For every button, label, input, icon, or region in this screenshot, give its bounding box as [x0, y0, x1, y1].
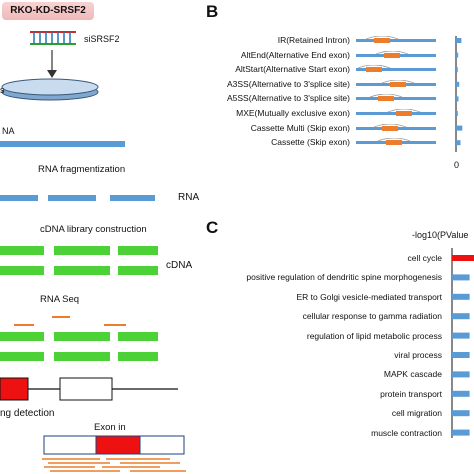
- as-event-bar: [456, 96, 459, 102]
- cdna-fragment: [0, 352, 44, 361]
- go-term-label: cell cycle: [407, 253, 442, 263]
- rna-fragment: [110, 195, 155, 201]
- go-term-label: positive regulation of dendritic spine m…: [246, 272, 442, 283]
- step-rnaseq: RNA Seq: [40, 294, 80, 305]
- arrow-down-icon: [47, 50, 57, 78]
- cdna-fragment: [54, 332, 110, 341]
- as-event-label: Cassette (Skip exon): [271, 137, 350, 148]
- go-term-label: muscle contraction: [371, 427, 442, 438]
- as-event-label: IR(Retained Intron): [277, 35, 350, 45]
- read: [52, 316, 70, 318]
- as-event-bar: [456, 81, 460, 87]
- as-event-label: A5SS(Alternative to 3'splice site): [226, 93, 350, 104]
- rna-fragment: [0, 195, 38, 201]
- go-term-bar: [452, 371, 470, 378]
- cdna-fragment: [118, 246, 158, 255]
- go-axis-title: -log10(PValue: [412, 230, 469, 240]
- as-event-schematic: [356, 50, 436, 58]
- cdna-fragment: [54, 266, 110, 275]
- as-event-schematic: [356, 36, 436, 43]
- as-event-label: A3SS(Alternative to 3'splice site): [226, 78, 350, 89]
- sirna-label: siSRSF2: [84, 34, 120, 44]
- as-event-schematic: [356, 138, 436, 146]
- cdna-fragment: [54, 246, 110, 255]
- go-term-bar: [452, 390, 470, 397]
- sample-label: RKO-KD-SRSF2: [2, 2, 94, 20]
- as-event-label: Cassette Multi (Skip exon): [250, 122, 350, 133]
- dish-label: s: [0, 85, 5, 95]
- step-cdna: cDNA library construction: [40, 224, 147, 235]
- go-term-label: protein transport: [380, 388, 442, 399]
- go-term-label: viral process: [394, 350, 442, 360]
- go-term-bar: [452, 293, 470, 300]
- go-term-label: regulation of lipid metabolic process: [306, 330, 442, 341]
- rna-fragment: [48, 195, 96, 201]
- cdna-fragment: [54, 352, 110, 361]
- as-event-bar: [456, 52, 459, 58]
- cdna-fragment: [118, 332, 158, 341]
- go-term-label: cellular response to gamma radiation: [302, 311, 442, 322]
- go-bar-axis: [451, 248, 474, 438]
- read: [104, 324, 126, 326]
- exon-label: Exon in: [94, 422, 126, 433]
- panel-letter-c: C: [206, 218, 219, 237]
- read: [14, 324, 34, 326]
- as-axis: [455, 36, 463, 152]
- petri-dish-icon: [1, 78, 99, 101]
- as-event-label: AltStart(Alternative Start exon): [235, 64, 350, 75]
- full-rna-bar: [0, 141, 125, 147]
- as-event-schematic: [356, 65, 436, 73]
- as-event-label: MXE(Mutually exclusive exon): [236, 108, 350, 118]
- as-event-bar: [456, 67, 458, 73]
- go-term-bar: [452, 313, 470, 320]
- cdna-fragment: [0, 332, 44, 341]
- as-event-schematic: [356, 94, 436, 102]
- go-term-bar: [452, 410, 470, 417]
- as-event-bar: [456, 125, 463, 131]
- cdna-label: cDNA: [166, 260, 193, 271]
- go-term-bar: [452, 429, 470, 436]
- go-term-label: MAPK cascade: [383, 369, 442, 380]
- cdna-fragment: [118, 266, 158, 275]
- panel-letter-b: B: [206, 2, 219, 21]
- as-event-label: AltEnd(Alternative End exon): [240, 49, 350, 60]
- go-term-bar: [452, 352, 470, 358]
- as-event-schematic: [356, 109, 436, 116]
- go-term-label: cell migration: [391, 408, 442, 419]
- go-term-bar: [452, 255, 474, 261]
- cdna-fragment: [0, 266, 44, 275]
- sirna-duplex-icon: [30, 31, 76, 45]
- gene-model: [0, 377, 178, 401]
- go-term-label: ER to Golgi vesicle-mediated transport: [296, 291, 442, 302]
- cdna-fragment: [118, 352, 158, 361]
- as-event-bar: [456, 38, 462, 43]
- as-event-bar: [456, 111, 458, 116]
- as-event-bar: [456, 140, 461, 146]
- go-term-bar: [452, 332, 470, 339]
- rna-top-label: NA: [2, 126, 15, 136]
- cdna-fragment: [0, 246, 44, 255]
- as-event-schematic: [356, 79, 436, 87]
- exon-inclusion-model: [42, 435, 186, 472]
- go-term-bar: [452, 274, 470, 281]
- as-event-schematic: [356, 123, 436, 131]
- step-fragmentation: RNA fragmentization: [38, 164, 126, 175]
- rna-label: RNA: [178, 192, 200, 203]
- detection-label: ng detection: [0, 408, 55, 419]
- as-axis-tick: 0: [454, 160, 460, 170]
